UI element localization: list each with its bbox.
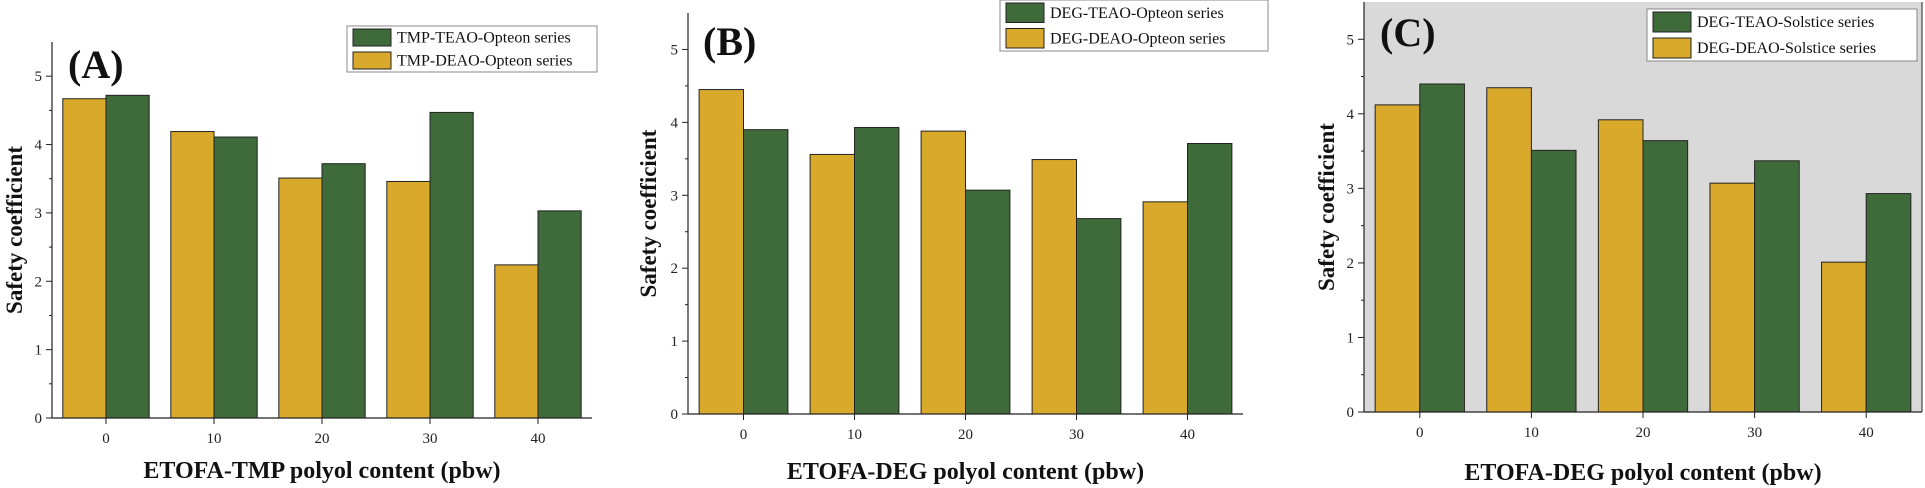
bar-teao-0	[105, 94, 150, 419]
bar-deao-0	[698, 89, 744, 415]
bar-teao-20	[321, 163, 366, 419]
x-tick-label: 10	[1524, 425, 1539, 441]
panel-label: (B)	[703, 19, 756, 64]
x-tick-label: 40	[1859, 425, 1874, 441]
x-axis-title: ETOFA-DEG polyol content (pbw)	[787, 459, 1144, 485]
legend-box	[1646, 8, 1918, 62]
bar-deao-20	[920, 130, 966, 415]
x-tick-label: 0	[740, 427, 748, 443]
chart-panel-3: 0 10 20 30 40 0 1 2 3 4 5 (C) Safety coefficient ETOF…	[1314, 2, 1923, 486]
x-axis-title: ETOFA-DEG polyol content (pbw)	[1464, 460, 1821, 486]
bar-teao-20	[965, 189, 1011, 415]
y-tick-label: 3	[35, 206, 43, 222]
y-tick-label: 5	[1347, 32, 1355, 48]
bar-teao-40	[1865, 193, 1912, 413]
y-axis-title: Safety coefficient	[1314, 123, 1339, 291]
x-tick-label: 0	[102, 431, 110, 447]
x-tick-label: 30	[1069, 427, 1084, 443]
y-tick-label: 0	[35, 411, 43, 427]
legend-swatch	[352, 51, 392, 70]
x-axis-title: ETOFA-TMP polyol content (pbw)	[143, 458, 500, 484]
bar-deao-40	[494, 264, 539, 419]
y-tick-label: 0	[671, 407, 679, 423]
y-tick-label: 3	[1347, 181, 1355, 197]
bar-deao-20	[1597, 119, 1644, 413]
bar-teao-30	[1076, 218, 1122, 415]
legend-label: TMP-TEAO-Opteon series	[397, 30, 571, 47]
y-axis-title: Safety coefficient	[636, 129, 661, 297]
y-tick-label: 1	[35, 343, 43, 359]
legend-label: DEG-TEAO-Solstice series	[1697, 14, 1874, 31]
y-tick-label: 2	[671, 261, 679, 277]
legend-swatch	[1005, 2, 1045, 23]
legend-swatch	[1005, 28, 1045, 49]
y-tick-label: 0	[1347, 405, 1355, 421]
bar-teao-40	[537, 210, 582, 419]
bar-teao-30	[1754, 160, 1800, 413]
bar-deao-30	[1709, 182, 1756, 413]
bar-deao-20	[278, 177, 323, 419]
bar-teao-10	[213, 136, 258, 419]
legend-swatch	[1652, 37, 1692, 59]
bar-deao-10	[170, 131, 215, 419]
chart-panel-1: 0 10 20 30 40 0 1 2 3 4 5 (A) Safety coefficient ETOF…	[2, 25, 598, 484]
bar-deao-40	[1821, 261, 1867, 413]
bar-deao-10	[809, 153, 855, 415]
legend-label: TMP-DEAO-Opteon series	[397, 53, 573, 70]
y-tick-label: 5	[35, 69, 43, 85]
legend: DEG-TEAO-Solstice series DEG-DEAO-Solstic…	[1646, 8, 1918, 62]
x-tick-label: 40	[1180, 427, 1195, 443]
y-tick-label: 1	[671, 334, 679, 350]
panel-label: (C)	[1380, 10, 1436, 55]
legend-box	[999, 0, 1269, 52]
y-tick-label: 4	[671, 115, 679, 131]
legend-label: DEG-TEAO-Opteon series	[1050, 5, 1224, 22]
y-tick-label: 4	[35, 138, 43, 154]
chart-panel-2: 0 10 20 30 40 0 1 2 3 4 5 (B) Safety coefficient ETOF…	[636, 0, 1269, 485]
y-tick-label: 5	[671, 42, 679, 58]
y-tick-label: 2	[35, 274, 43, 290]
legend-swatch	[352, 28, 392, 47]
bar-teao-0	[743, 129, 789, 415]
y-tick-label: 2	[1347, 256, 1355, 272]
y-tick-label: 1	[1347, 330, 1355, 346]
legend: TMP-TEAO-Opteon series TMP-DEAO-Opteon se…	[346, 25, 598, 73]
y-tick-label: 3	[671, 188, 679, 204]
x-tick-label: 10	[207, 431, 222, 447]
y-tick-label: 4	[1347, 107, 1355, 123]
bar-teao-10	[854, 126, 900, 415]
x-tick-label: 0	[1416, 425, 1424, 441]
bar-teao-10	[1530, 149, 1577, 413]
x-tick-label: 10	[847, 427, 862, 443]
bar-deao-30	[386, 180, 431, 419]
bar-deao-0	[1374, 104, 1421, 413]
x-tick-label: 20	[1636, 425, 1651, 441]
y-axis-title: Safety coefficient	[2, 146, 27, 314]
legend-label: DEG-DEAO-Solstice series	[1697, 40, 1876, 57]
x-tick-label: 20	[958, 427, 973, 443]
legend-label: DEG-DEAO-Opteon series	[1050, 30, 1226, 47]
bar-deao-10	[1486, 87, 1532, 413]
x-tick-label: 30	[423, 431, 438, 447]
bar-deao-40	[1142, 201, 1188, 415]
x-tick-label: 30	[1747, 425, 1762, 441]
legend-swatch	[1652, 11, 1692, 33]
bar-deao-0	[62, 98, 107, 419]
legend: DEG-TEAO-Opteon series DEG-DEAO-Opteon se…	[999, 0, 1269, 52]
bar-teao-0	[1419, 83, 1465, 413]
x-tick-label: 40	[531, 431, 546, 447]
x-tick-label: 20	[315, 431, 330, 447]
bar-teao-20	[1642, 140, 1689, 413]
bar-teao-30	[429, 111, 474, 419]
bar-teao-40	[1187, 143, 1233, 415]
panel-label: (A)	[68, 42, 124, 87]
bar-deao-30	[1031, 159, 1077, 415]
